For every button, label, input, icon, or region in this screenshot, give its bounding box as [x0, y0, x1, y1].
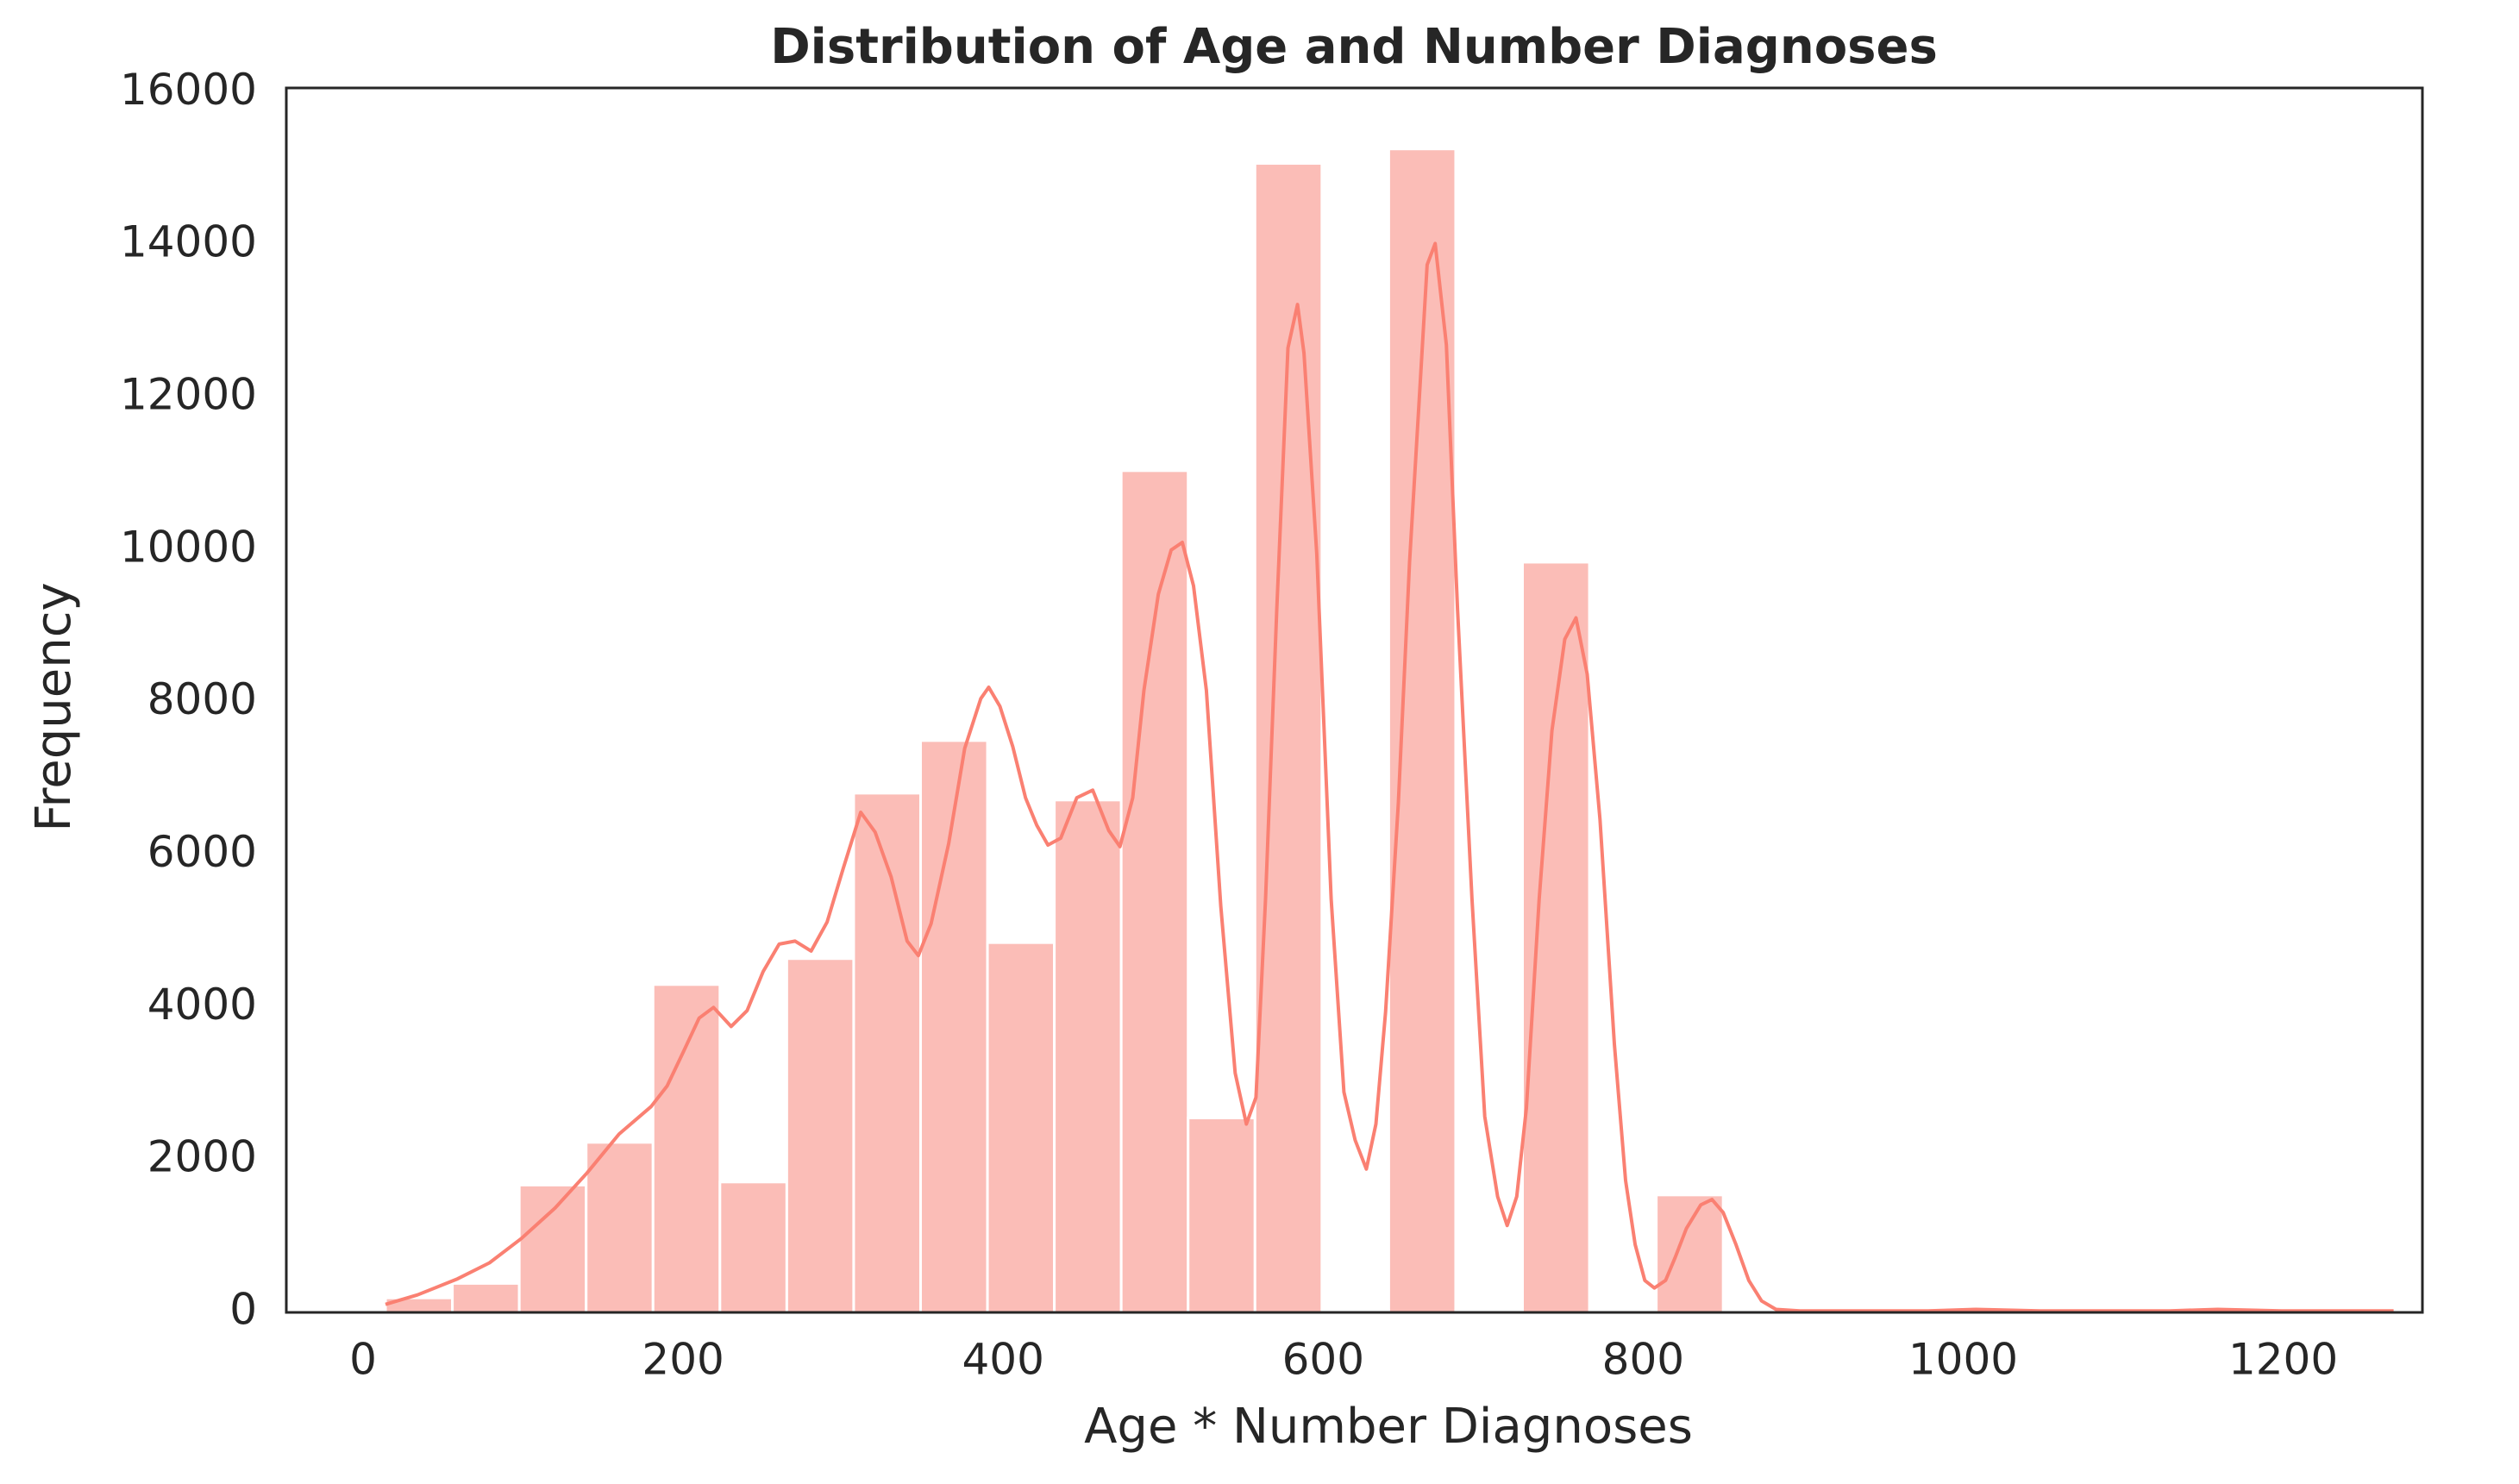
x-tick-label: 1200 [2228, 1335, 2338, 1385]
y-tick-label: 10000 [120, 522, 257, 572]
bar [1119, 469, 1190, 1314]
y-tick-label: 12000 [120, 369, 257, 419]
x-tick-label: 1000 [1908, 1335, 2018, 1385]
y-tick-label: 8000 [147, 674, 257, 724]
bar [451, 1281, 521, 1314]
y-tick-label: 0 [229, 1285, 257, 1335]
bar [1187, 1117, 1256, 1314]
y-tick-label: 14000 [120, 217, 257, 267]
x-tick-label: 0 [349, 1335, 377, 1385]
bar [585, 1141, 655, 1314]
y-tick-label: 16000 [120, 65, 257, 115]
plot-frame [285, 86, 2424, 1314]
kde-line [385, 241, 2394, 1313]
x-tick-label: 800 [1602, 1335, 1684, 1385]
x-tick-label: 200 [642, 1335, 724, 1385]
bar [1655, 1193, 1725, 1314]
bar [986, 941, 1056, 1314]
bar [852, 792, 922, 1314]
x-tick-label: 600 [1282, 1335, 1364, 1385]
chart-title: Distribution of Age and Number Diagnoses [770, 19, 1938, 75]
bar [1521, 560, 1591, 1314]
bar [651, 983, 722, 1314]
bar [785, 957, 855, 1314]
bar [918, 739, 989, 1314]
y-tick-label: 6000 [147, 827, 257, 877]
x-tick-label: 400 [962, 1335, 1044, 1385]
bar [1053, 798, 1123, 1314]
x-axis-label: Age * Number Diagnoses [1084, 1399, 1693, 1455]
y-axis-label: Frequency [26, 582, 82, 831]
y-tick-label: 2000 [147, 1132, 257, 1182]
bar [1253, 162, 1324, 1314]
y-tick-label: 4000 [147, 980, 257, 1030]
bar [718, 1180, 788, 1314]
bar [517, 1183, 588, 1314]
